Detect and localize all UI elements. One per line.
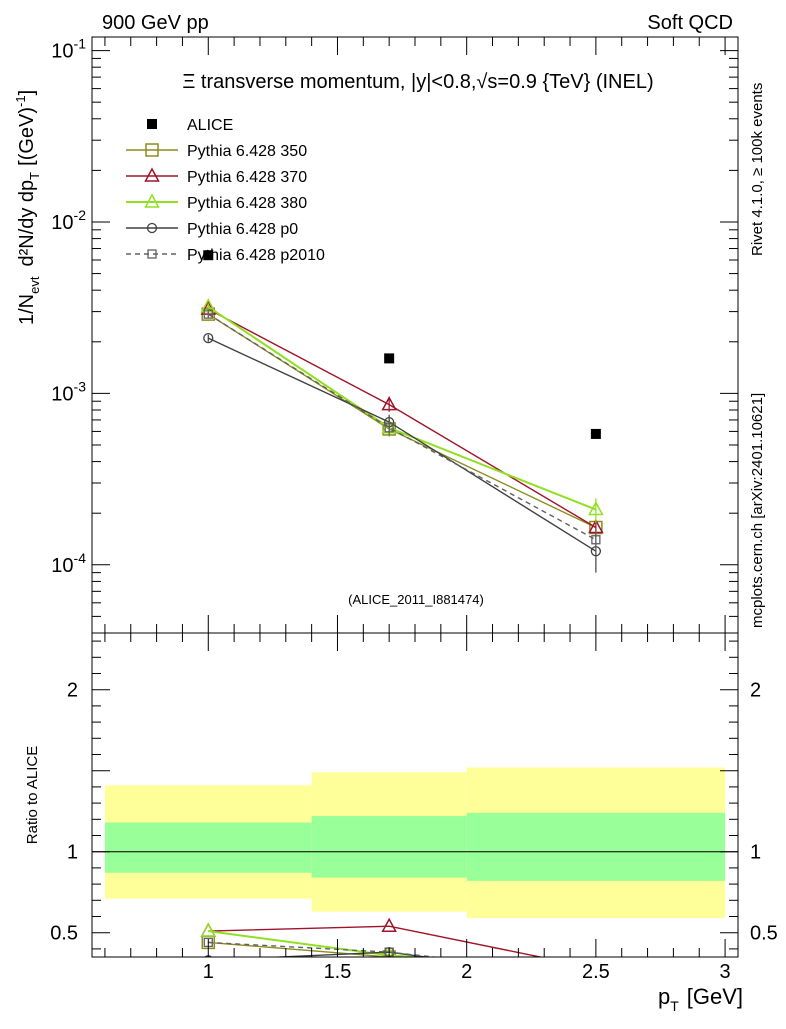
ratio-ytick-label-right-0: 0.5 (750, 923, 778, 945)
legend-label-p380: Pythia 6.428 380 (187, 195, 307, 212)
series-line-p380 (207, 305, 597, 511)
main-ytick-label-2: 10-2 (51, 207, 86, 234)
legend-marker-alice (147, 119, 157, 129)
mcplots-side-label: mcplots.cern.ch [arXiv:2401.10621] (749, 393, 766, 628)
data-point-alice-1 (384, 353, 395, 364)
ratio-y-axis-label: Ratio to ALICE (24, 746, 41, 844)
legend-marker-p0 (146, 222, 158, 234)
ratio-ytick-label-left-1: 1 (67, 842, 78, 864)
x-tick-label-1: 1.5 (324, 961, 352, 983)
ratio-line-p350 (208, 941, 402, 957)
series-line-p370 (207, 308, 597, 529)
ratio-band-inner-1 (311, 816, 467, 878)
x-axis-label: pT [GeV] (658, 984, 743, 1014)
ratio-point-p380-0 (200, 922, 217, 937)
ratio-band-inner-0 (104, 822, 312, 873)
legend-label-p0: Pythia 6.428 p0 (187, 221, 298, 238)
ratio-clipped-group (200, 917, 544, 957)
ratio-line-p380 (208, 930, 431, 957)
main-ytick-label-0: 10-4 (51, 550, 86, 577)
series-line-p0 (207, 337, 597, 552)
legend-label-p350: Pythia 6.428 350 (187, 143, 307, 160)
chart-title: Ξ transverse momentum, |y|<0.8,√s=0.9 {T… (182, 71, 653, 93)
x-tick-label-2: 2 (461, 961, 472, 983)
ratio-band-inner-2 (466, 812, 726, 881)
legend-label-alice: ALICE (187, 117, 233, 134)
ratio-point-p380-1 (383, 946, 395, 957)
legend-marker-p380 (144, 193, 160, 208)
legend-label-p370: Pythia 6.428 370 (187, 169, 307, 186)
ratio-plot-marks (200, 917, 544, 957)
header-left: 900 GeV pp (102, 12, 209, 34)
main-plot-marks (200, 250, 604, 573)
main-y-axis-label: 1/Nevtd²N/dy dpT[(GeV)-1] (13, 90, 42, 325)
data-point-p2010-2 (591, 535, 601, 545)
legend-marker-p2010 (147, 249, 157, 259)
ratio-point-p370-1 (381, 917, 397, 932)
data-point-p2010-0 (203, 309, 213, 319)
data-point-alice-2 (590, 428, 601, 439)
main-ytick-label-3: 10-1 (51, 36, 86, 63)
axes: 10-4 10-3 10-2 10-1 1 1.5 2 2.5 3 0.5 0.5 1 1 2 2 (50, 36, 778, 983)
main-ytick-label-1: 10-3 (51, 378, 86, 405)
ratio-ytick-label-right-1: 1 (750, 842, 761, 864)
series-line-p2010 (207, 313, 597, 541)
ratio-bands (92, 767, 738, 919)
x-tick-label-0: 1 (203, 961, 214, 983)
header-right: Soft QCD (647, 12, 733, 34)
rivet-side-label: Rivet 4.1.0, ≥ 100k events (749, 83, 766, 256)
legend-marker-p350 (145, 143, 159, 157)
legend-label-p2010: Pythia 6.428 p2010 (187, 247, 325, 264)
ratio-line-p370 (208, 925, 544, 957)
data-point-alice-0 (203, 250, 214, 261)
data-point-p0-0 (203, 333, 214, 344)
x-tick-label-3: 2.5 (582, 961, 610, 983)
data-point-p370-1 (381, 396, 397, 411)
legend: ALICE Pythia 6.428 350 Pythia 6.428 370 Pyt… (126, 117, 325, 264)
ratio-point-p370-0 (200, 922, 217, 937)
ratio-ytick-label-right-2: 2 (750, 680, 761, 702)
data-point-p2010-1 (384, 423, 394, 433)
ratio-ytick-label-left-2: 2 (67, 680, 78, 702)
ratio-ytick-label-left-0: 0.5 (50, 923, 78, 945)
watermark: (ALICE_2011_I881474) (348, 592, 484, 607)
x-tick-label-4: 3 (720, 961, 731, 983)
legend-marker-p370 (144, 167, 160, 182)
data-point-p380-2 (588, 500, 604, 516)
